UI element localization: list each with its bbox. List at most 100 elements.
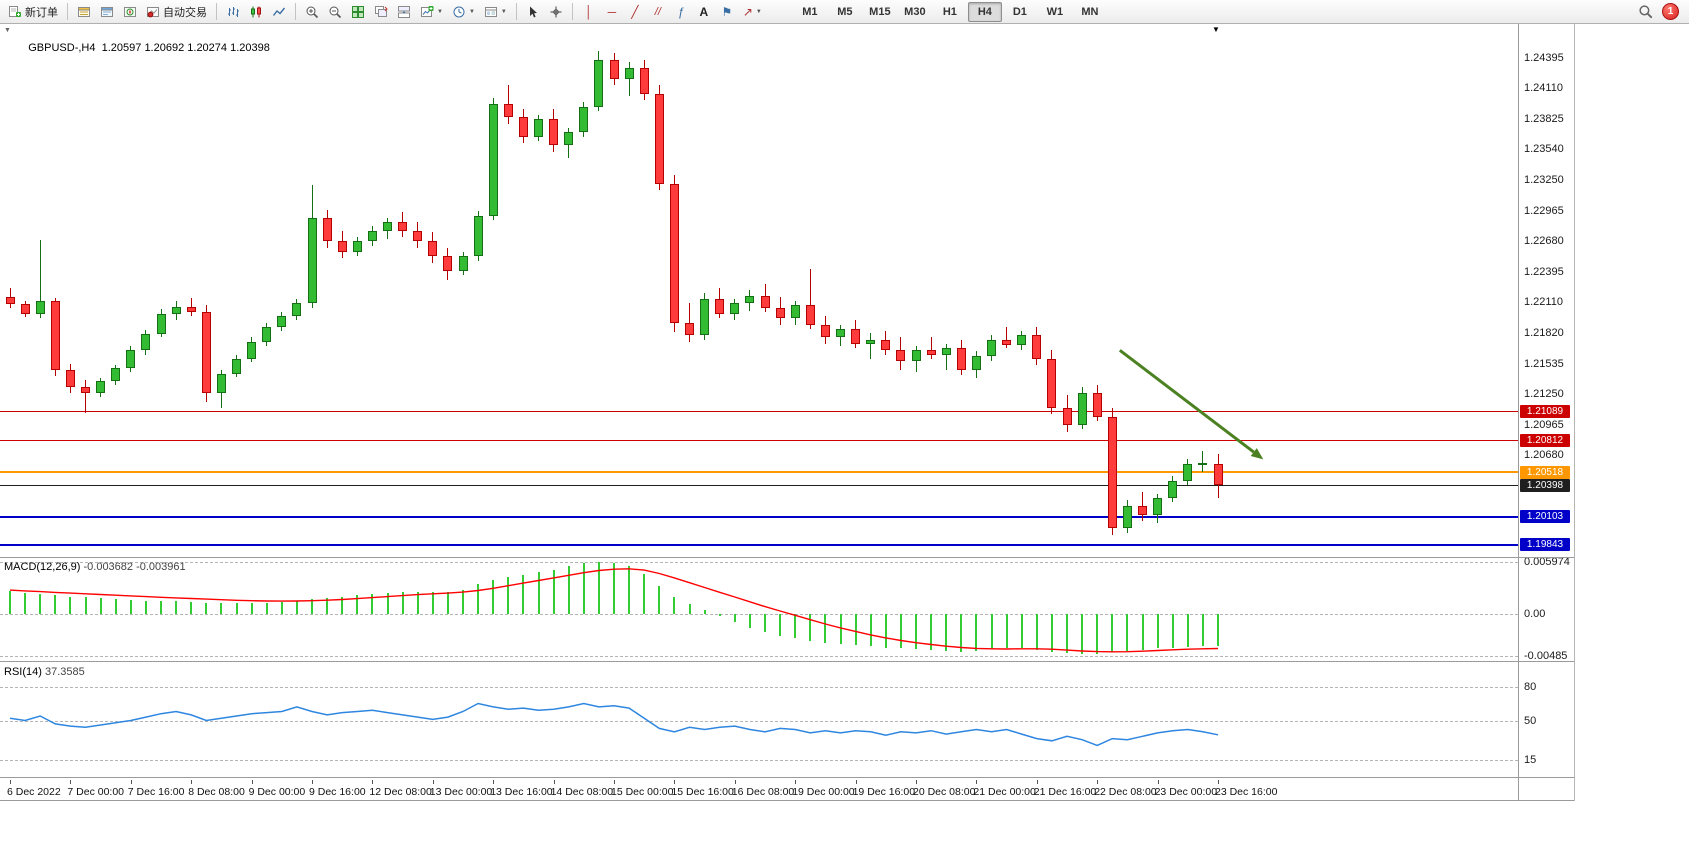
timeframe-button-d1[interactable]: D1	[1012, 5, 1027, 18]
time-axis-label: 15 Dec 16:00	[671, 786, 734, 798]
candle-body	[956, 348, 966, 370]
candle-body	[896, 350, 906, 361]
bar-chart-icon	[226, 5, 240, 19]
price-tag: 1.20103	[1520, 510, 1570, 524]
hline-object[interactable]	[0, 543, 1518, 546]
timeframe-button-m1[interactable]: M1	[802, 5, 818, 18]
notification-badge[interactable]: 1	[1662, 3, 1679, 20]
time-axis-tick	[1097, 780, 1099, 784]
market-watch-button[interactable]	[73, 2, 95, 22]
main-macd-panel-separator[interactable]	[0, 557, 1575, 558]
bar-chart-button[interactable]	[222, 2, 244, 22]
timeframe-button-m30[interactable]: M30	[904, 5, 926, 18]
macd-scale-label: 0.00	[1524, 608, 1546, 620]
zoom-out-button[interactable]	[324, 2, 346, 22]
fibonacci-tool-button[interactable]: ƒ	[670, 2, 692, 22]
timeframe-button-m5[interactable]: M5	[837, 5, 853, 18]
periods-button[interactable]: ▼	[448, 2, 479, 22]
macd-histogram-bar	[280, 601, 283, 614]
ohlc-low: 1.20274	[187, 42, 228, 54]
navigator-button[interactable]	[119, 2, 141, 22]
hline-object[interactable]	[0, 484, 1518, 486]
macd-histogram-bar	[1126, 614, 1129, 651]
macd-histogram-bar	[114, 599, 117, 614]
candle-body	[911, 350, 921, 361]
macd-histogram-bar	[99, 598, 102, 614]
hline-object[interactable]	[0, 515, 1518, 518]
timeframe-button-mn[interactable]: MN	[1081, 5, 1099, 18]
tile-windows-button[interactable]	[347, 2, 369, 22]
timeframe-button-m15[interactable]: M15	[869, 5, 891, 18]
trend-arrow-line[interactable]	[1118, 349, 1255, 454]
horizontal-line-tool-button[interactable]: ─	[601, 2, 623, 22]
candle-body	[624, 68, 634, 79]
macd-scale-label: 0.005974	[1524, 556, 1570, 568]
search-button[interactable]	[1634, 2, 1657, 22]
macd-histogram-bar	[235, 603, 238, 614]
candle-body	[1138, 506, 1147, 515]
candle-body	[866, 339, 876, 344]
text-tool-button[interactable]: A	[693, 2, 715, 22]
candle-body	[987, 339, 996, 356]
candle-body	[1032, 335, 1042, 359]
candle-wick	[809, 269, 811, 329]
timeframe-button-h1[interactable]: H1	[942, 5, 957, 18]
price-scale-separator[interactable]	[1518, 24, 1519, 801]
text-tool-icon: A	[699, 4, 709, 19]
crosshair-button[interactable]	[545, 2, 567, 22]
hline-object[interactable]	[0, 471, 1518, 474]
shapes-arrow-icon: ↗	[742, 4, 753, 19]
time-axis-tick	[916, 780, 917, 784]
timeframe-button-w1[interactable]: W1	[1046, 5, 1064, 18]
time-axis-tick	[312, 780, 313, 784]
candle-body	[473, 215, 483, 257]
time-axis-tick	[976, 780, 978, 784]
candle-body	[745, 295, 755, 304]
hline-object[interactable]	[0, 440, 1518, 442]
arrange-windows-button[interactable]	[393, 2, 415, 22]
indicators-button[interactable]: ▼	[416, 2, 447, 22]
candle-body	[171, 306, 181, 314]
vertical-line-tool-button[interactable]: │	[578, 2, 600, 22]
candle-wick	[85, 380, 86, 414]
candle-body	[383, 222, 392, 231]
candle-wick	[945, 343, 947, 370]
cursor-button[interactable]	[522, 2, 544, 22]
label-tool-button[interactable]: ⚑	[716, 2, 738, 22]
line-chart-button[interactable]	[268, 2, 290, 22]
templates-button[interactable]: ▼	[480, 2, 511, 22]
candle-wick	[1006, 326, 1008, 349]
candlestick-chart-button[interactable]	[245, 2, 267, 22]
candle-body	[594, 59, 604, 107]
macd-rsi-panel-separator[interactable]	[0, 661, 1575, 662]
hline-object[interactable]	[0, 410, 1518, 412]
rsi-axis-panel-separator[interactable]	[0, 777, 1575, 778]
macd-histogram-bar	[250, 603, 253, 614]
new-order-button[interactable]: 新订单	[4, 2, 62, 22]
rsi-scale-label: 50	[1524, 714, 1537, 727]
autotrading-label: 自动交易	[163, 6, 207, 19]
zoom-in-icon	[305, 5, 319, 19]
trendline-tool-button[interactable]: ╱	[624, 2, 646, 22]
macd-histogram-bar	[522, 574, 525, 614]
cascade-windows-button[interactable]	[370, 2, 392, 22]
macd-histogram-bar	[1156, 614, 1159, 649]
tile-windows-icon	[351, 5, 365, 19]
candle-body	[322, 217, 332, 242]
price-tick-label: 1.23250	[1524, 174, 1564, 187]
arrows-tool-button[interactable]: ↗ ▼	[739, 2, 766, 22]
data-window-button[interactable]	[96, 2, 118, 22]
macd-histogram-bar	[1005, 614, 1008, 649]
timeframe-button-h4[interactable]: H4	[967, 1, 1002, 22]
macd-histogram-bar	[658, 586, 661, 614]
one-click-trading-toggle[interactable]: ▼	[4, 27, 11, 34]
zoom-in-button[interactable]	[301, 2, 323, 22]
new-order-icon	[8, 5, 22, 19]
macd-histogram-bar	[945, 614, 948, 652]
toolbar-separator	[571, 3, 573, 20]
macd-name: MACD(12,26,9)	[4, 561, 81, 573]
macd-histogram-bar	[1035, 614, 1038, 650]
candle-body	[186, 306, 196, 312]
autotrading-button[interactable]: 自动交易	[142, 2, 211, 22]
channel-tool-button[interactable]: //	[647, 2, 669, 22]
